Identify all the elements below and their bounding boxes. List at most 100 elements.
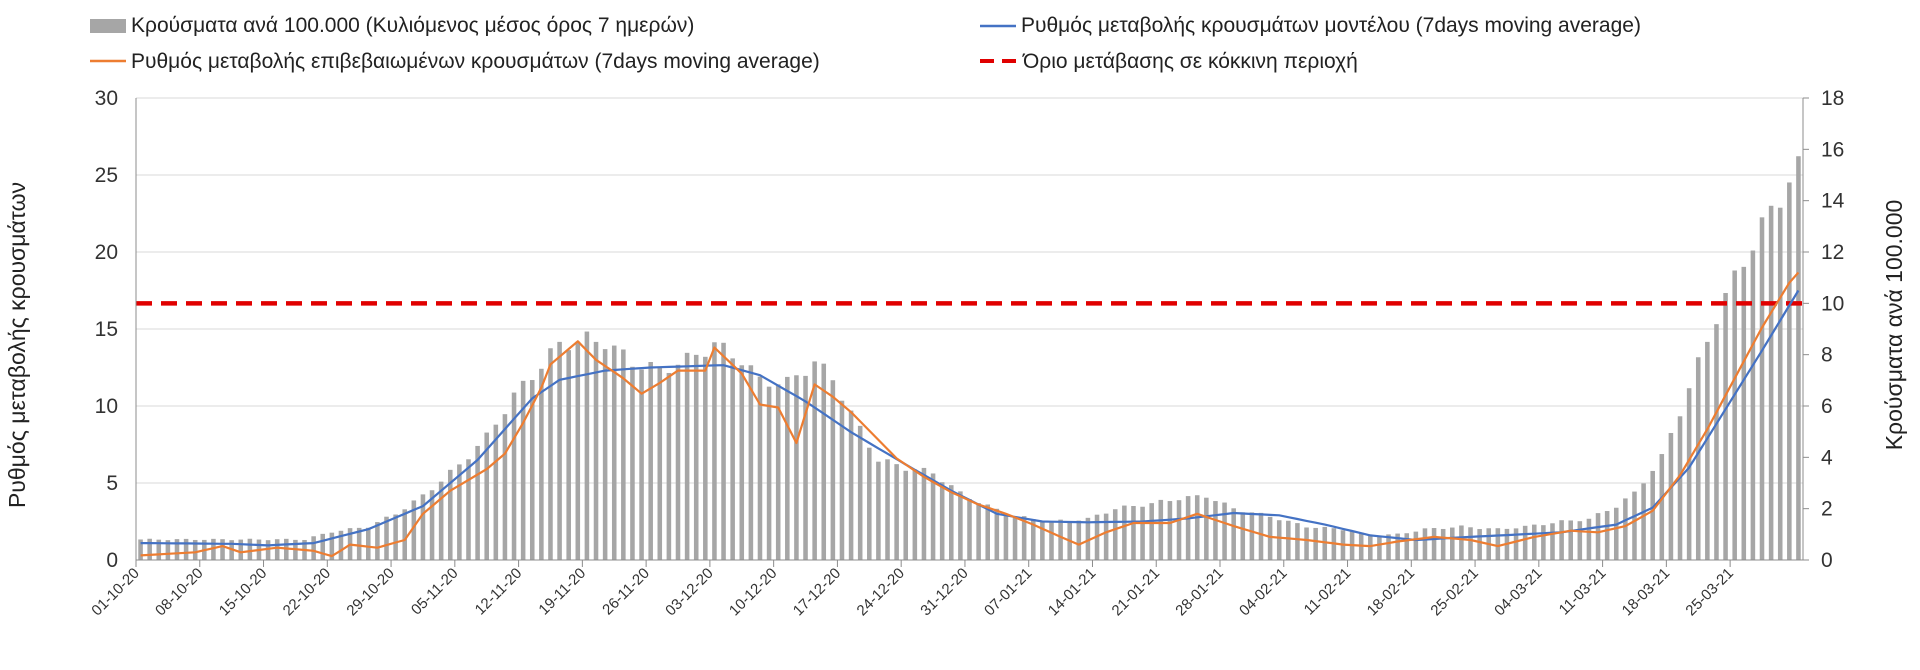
x-tick-label: 10-12-20 [726, 565, 780, 619]
bar [1723, 293, 1728, 560]
x-tick-label: 24-12-20 [854, 565, 908, 619]
bar [511, 392, 517, 560]
bar [766, 386, 772, 560]
x-tick-label: 14-01-21 [1045, 565, 1099, 619]
bar [639, 369, 644, 560]
bar [593, 341, 599, 560]
bar [1550, 523, 1555, 560]
bar [1440, 528, 1446, 560]
bar [1194, 495, 1200, 560]
bar [1586, 518, 1592, 560]
bar [1732, 270, 1737, 560]
x-tick-label: 15-10-20 [216, 565, 270, 619]
x-tick-label: 19-11-20 [535, 565, 589, 619]
bar [575, 341, 581, 560]
bar [712, 342, 717, 560]
y-left-tick-label: 25 [95, 164, 118, 187]
bar [1249, 512, 1255, 560]
bar [630, 366, 635, 560]
bar [839, 400, 845, 560]
bar [1276, 520, 1282, 560]
bar [338, 530, 344, 560]
bar [848, 410, 854, 560]
bar [493, 424, 499, 560]
x-tick-label: 07-01-21 [981, 565, 1035, 619]
bar [475, 445, 480, 560]
bar [812, 361, 817, 560]
bar [1632, 491, 1637, 560]
bar [311, 536, 316, 560]
x-tick-label: 18-03-21 [1619, 565, 1673, 619]
bar [994, 508, 1000, 560]
bar [1650, 470, 1655, 560]
bar [411, 500, 417, 560]
bar [138, 539, 143, 560]
bar [183, 538, 189, 560]
bar [684, 352, 690, 560]
bar [1568, 520, 1573, 560]
bar [876, 461, 881, 560]
bar [1659, 454, 1665, 560]
bar [1714, 324, 1719, 560]
legend-confirmed-label: Ρυθμός μεταβολής επιβεβαιωμένων κρουσμάτ… [131, 50, 820, 73]
x-tick-label: 25-02-21 [1427, 565, 1481, 619]
bar [438, 481, 444, 560]
bar [1777, 207, 1783, 560]
bar [1140, 506, 1145, 560]
bar [265, 540, 271, 560]
bar [165, 540, 171, 560]
bar [949, 485, 954, 560]
confirmed-line [140, 271, 1800, 558]
x-tick-label: 04-03-21 [1491, 565, 1545, 619]
bar [1531, 524, 1537, 560]
y-axis-left-title: Ρυθμός μεταβολής κρουσμάτων [4, 182, 30, 508]
bar [1395, 533, 1400, 560]
x-tick-label: 12-11-20 [472, 565, 526, 619]
bar [539, 368, 544, 560]
bar [1158, 499, 1164, 560]
bar [1322, 526, 1328, 560]
bar [1477, 529, 1482, 560]
x-tick-label: 21-01-21 [1109, 565, 1163, 619]
y-right-tick-label: 0 [1821, 549, 1833, 572]
x-tick-label: 04-02-21 [1236, 565, 1290, 619]
bar [1058, 519, 1063, 560]
bar [1404, 533, 1410, 560]
bar [930, 473, 936, 560]
bar [1422, 528, 1428, 560]
bar [1787, 182, 1792, 561]
bar [1295, 523, 1300, 560]
bar [1741, 266, 1747, 560]
bar [821, 363, 827, 560]
bar [1541, 525, 1546, 560]
y-right-tick-label: 12 [1821, 241, 1844, 264]
bar [1595, 513, 1601, 560]
bar [1003, 514, 1009, 560]
bar [1668, 432, 1674, 560]
bar [748, 365, 754, 560]
bar [566, 350, 571, 560]
bar [1413, 531, 1419, 560]
bar [939, 482, 945, 560]
y-right-tick-label: 18 [1821, 87, 1844, 110]
bar [1040, 521, 1045, 560]
bar [666, 372, 672, 560]
bar [894, 464, 899, 560]
bar [1213, 501, 1218, 560]
bar [1641, 483, 1646, 560]
bar [1377, 536, 1382, 560]
bar [1112, 509, 1118, 560]
bar [621, 349, 626, 560]
bar [1167, 501, 1173, 560]
x-tick-label: 03-12-20 [662, 565, 716, 619]
bar [1258, 512, 1264, 560]
gridlines [136, 97, 1803, 561]
x-tick-label: 28-01-21 [1172, 565, 1226, 619]
bar [602, 349, 608, 560]
bar [785, 376, 790, 560]
legend-bars-swatch [90, 19, 126, 33]
bar [985, 504, 990, 560]
bar [730, 358, 735, 560]
bar [958, 491, 963, 560]
